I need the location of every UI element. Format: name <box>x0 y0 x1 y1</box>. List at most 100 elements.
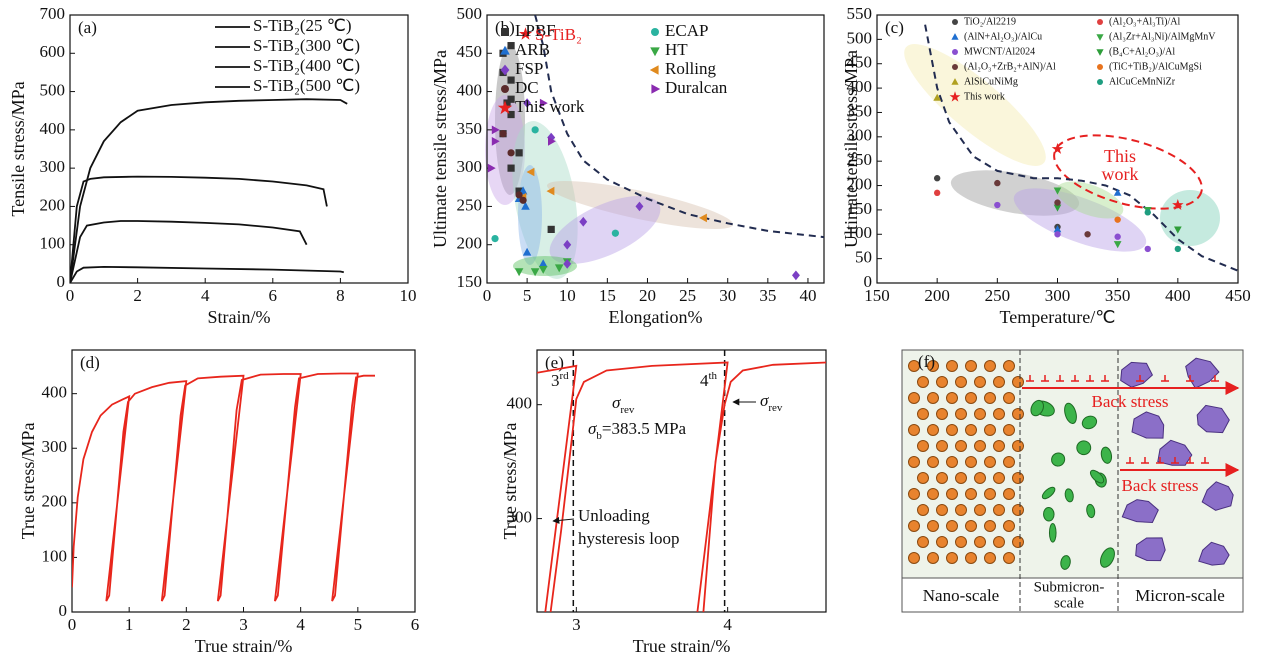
marker <box>507 76 515 84</box>
particle <box>908 360 920 372</box>
legend-marker <box>1096 34 1104 41</box>
x-tick-label: 150 <box>864 286 890 305</box>
legend-label: (AlN+Al₂O₃)/AlCu <box>964 31 1042 42</box>
x-tick-label: 6 <box>411 615 420 634</box>
particle <box>917 504 929 516</box>
annotation-part: rev <box>768 402 783 414</box>
x-tick-label: 8 <box>336 286 345 305</box>
marker <box>491 137 500 146</box>
back-stress-label: Back stress <box>1122 476 1199 495</box>
y-tick-label: 100 <box>40 234 66 253</box>
legend-label: DC <box>515 78 539 97</box>
annotation-part: rd <box>560 370 570 382</box>
legend-label: ECAP <box>665 21 708 40</box>
x-tick-label: 6 <box>269 286 278 305</box>
particle <box>993 536 1005 548</box>
particle <box>1003 360 1015 372</box>
grain <box>1198 541 1230 566</box>
shaded-region <box>1056 181 1124 219</box>
marker <box>1051 142 1064 154</box>
particle <box>908 488 920 500</box>
line <box>72 372 375 602</box>
grain <box>1131 411 1165 439</box>
annotation: hysteresis loop <box>578 529 680 548</box>
particle <box>993 440 1005 452</box>
marker <box>514 268 524 277</box>
particle <box>965 424 977 436</box>
marker <box>522 247 532 256</box>
x-tick-label: 3 <box>572 615 581 634</box>
marker <box>530 268 540 277</box>
annotation: Unloading <box>578 506 650 525</box>
particle <box>1064 402 1077 424</box>
particle <box>936 472 948 484</box>
legend-label: This work <box>515 97 585 116</box>
marker <box>519 27 532 40</box>
region-label: scale <box>1054 595 1084 611</box>
legend-marker <box>952 64 958 70</box>
legend-label: LPBF <box>515 21 556 40</box>
line <box>70 265 345 283</box>
shaded-region <box>950 170 1080 216</box>
particle <box>917 472 929 484</box>
marker <box>491 125 500 135</box>
x-tick-label: 400 <box>1165 286 1191 305</box>
y-tick-label: 400 <box>40 119 66 138</box>
plot-frame <box>486 14 825 284</box>
y-tick-label: 150 <box>847 199 873 218</box>
particle <box>927 360 939 372</box>
y-tick-label: 450 <box>457 42 483 61</box>
particle <box>955 440 967 452</box>
particle <box>1003 520 1015 532</box>
particle <box>974 440 986 452</box>
legend-marker <box>651 84 661 94</box>
particle <box>984 424 996 436</box>
x-tick-label: 0 <box>483 286 492 305</box>
x-tick-label: 30 <box>719 286 736 305</box>
marker <box>563 259 572 269</box>
particle <box>965 360 977 372</box>
annotation: σrev <box>612 393 635 416</box>
particle <box>1051 452 1066 467</box>
grain <box>1157 439 1193 466</box>
particle <box>1003 488 1015 500</box>
particle <box>927 520 939 532</box>
grain <box>1135 537 1166 562</box>
dislocation <box>1026 375 1034 382</box>
y-tick-label: 400 <box>507 394 533 413</box>
legend-label: (B₄C+Al₂O₃)/Al <box>1109 46 1175 57</box>
marker <box>1084 231 1091 238</box>
x-tick-label: 4 <box>723 615 732 634</box>
legend-marker <box>952 49 958 55</box>
legend-marker <box>501 28 509 36</box>
particle <box>917 376 929 388</box>
region-label: Nano-scale <box>923 586 999 605</box>
x-axis-label: Temperature/℃ <box>1000 307 1116 327</box>
shaded-regions <box>485 44 1220 279</box>
x-tick-label: 3 <box>239 615 248 634</box>
line <box>537 361 826 612</box>
marker <box>507 95 515 103</box>
particle <box>984 456 996 468</box>
legend-label: (Al₃Zr+Al₃Ni)/AlMgMnV <box>1109 31 1216 42</box>
marker <box>1114 216 1121 223</box>
annotation: S-TiB₂ <box>535 25 582 44</box>
particle <box>946 520 958 532</box>
marker <box>1174 226 1182 234</box>
x-tick-label: 5 <box>354 615 363 634</box>
particle <box>1086 503 1096 519</box>
particle <box>908 552 920 564</box>
particle <box>917 440 929 452</box>
annotation: 3rd <box>551 370 569 390</box>
marker <box>547 225 555 233</box>
particle <box>927 392 939 404</box>
plot-frame <box>71 349 416 613</box>
legend-label: MWCNT/Al2024 <box>964 46 1035 57</box>
legend-marker <box>501 85 509 93</box>
marker <box>521 201 530 210</box>
particle <box>974 472 986 484</box>
particle <box>946 360 958 372</box>
marker <box>579 216 588 227</box>
shaded-region <box>904 44 1046 166</box>
marker <box>1053 204 1062 212</box>
